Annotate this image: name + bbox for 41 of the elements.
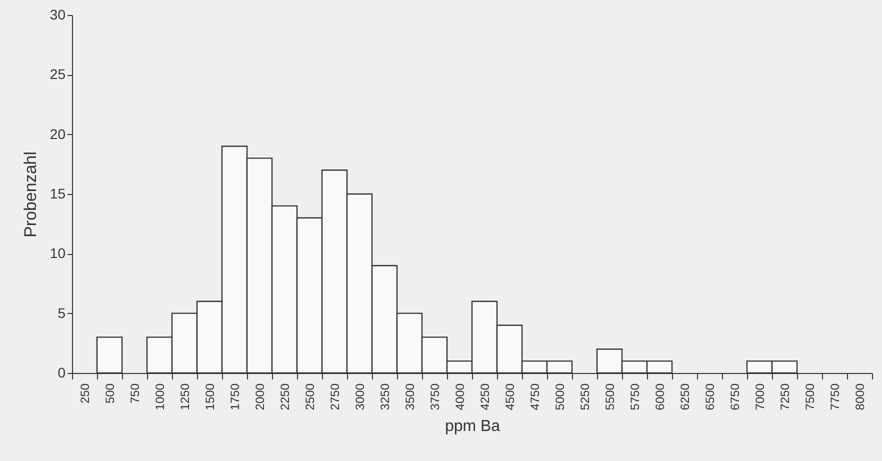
x-tick-label: 500 [103, 383, 117, 404]
x-tick-label: 3750 [428, 383, 442, 410]
x-tick-label: 1500 [203, 383, 217, 410]
x-tick-label: 1000 [153, 383, 167, 410]
x-tick-label: 6250 [678, 383, 692, 410]
x-axis-title: ppm Ba [444, 418, 500, 436]
x-tick-label: 7500 [803, 383, 817, 410]
y-tick-label: 20 [50, 126, 66, 142]
x-tick-label: 3500 [403, 383, 417, 410]
x-tick-label: 7000 [753, 383, 767, 410]
x-tick-label: 2000 [253, 383, 267, 410]
x-tick-label: 5000 [553, 383, 567, 410]
x-tick-label: 1250 [178, 383, 192, 410]
x-tick-label: 6000 [653, 383, 667, 410]
x-tick-label: 6500 [703, 383, 717, 410]
x-tick-label: 2750 [328, 383, 342, 410]
x-tick-label: 4250 [478, 383, 492, 410]
y-axis-title: Probenzahl [20, 151, 40, 238]
x-tick-label: 2500 [303, 383, 317, 410]
y-tick-label: 0 [58, 364, 66, 380]
x-tick-label: 750 [128, 383, 142, 404]
x-tick-label: 5750 [628, 383, 642, 410]
x-tick-label: 7750 [828, 383, 842, 410]
x-tick-label: 5250 [578, 383, 592, 410]
x-tick-label: 4750 [528, 383, 542, 410]
y-tick-label: 15 [50, 186, 66, 202]
x-tick-label: 250 [78, 383, 92, 404]
y-tick-label: 30 [50, 6, 66, 22]
y-tick-label: 5 [58, 304, 66, 321]
x-tick-label: 3000 [353, 383, 367, 410]
x-tick-label: 6750 [728, 383, 742, 410]
x-tick-label: 1750 [228, 383, 242, 410]
x-tick-label: 4000 [453, 383, 467, 410]
y-tick-label: 25 [50, 66, 66, 82]
x-tick-label: 7250 [778, 383, 792, 410]
y-tick-label: 10 [50, 245, 66, 262]
x-tick-label: 4500 [503, 383, 517, 410]
x-tick-label: 5500 [603, 383, 617, 410]
x-tick-label: 8000 [853, 383, 867, 410]
x-tick-label: 3250 [378, 383, 392, 410]
x-tick-label: 2250 [278, 383, 292, 410]
